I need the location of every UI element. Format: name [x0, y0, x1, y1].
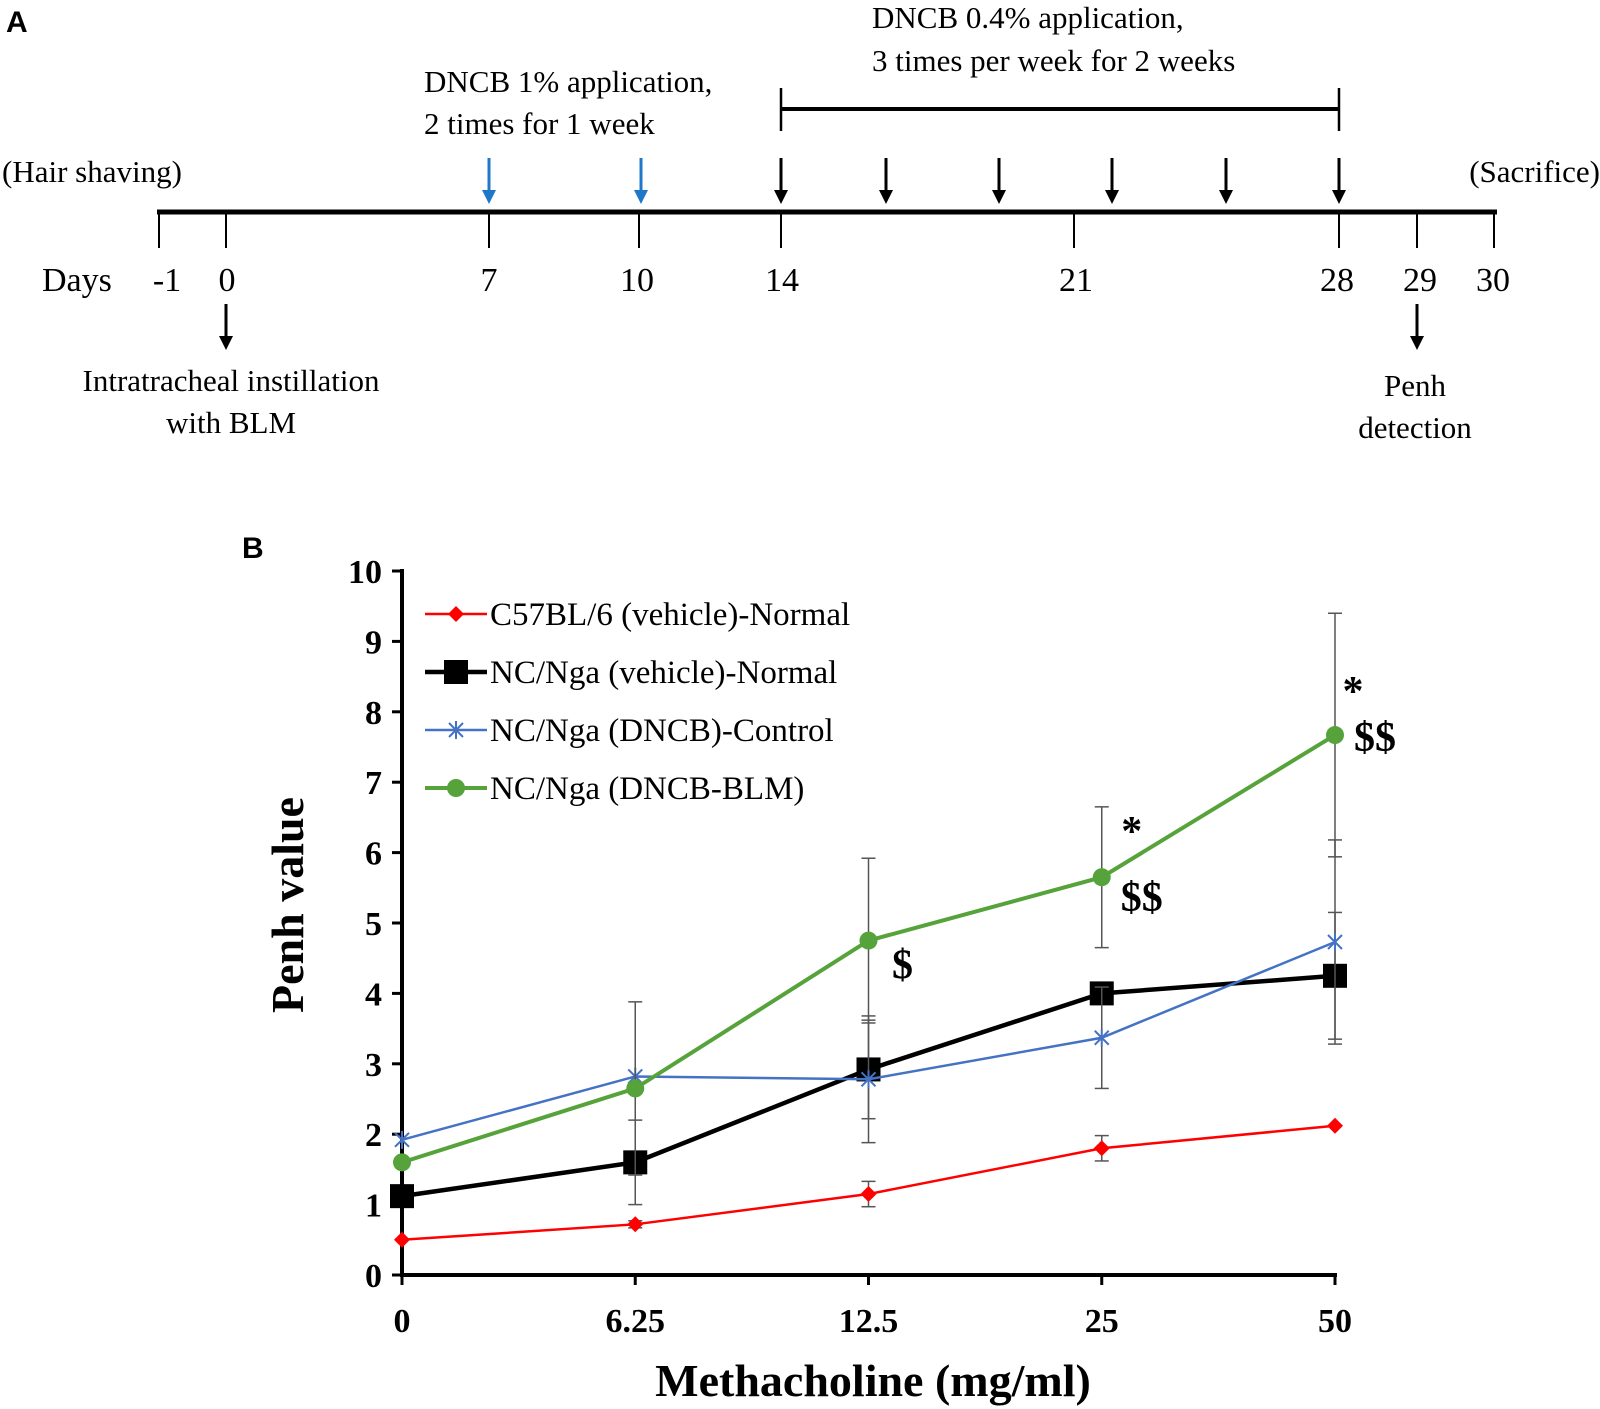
- x-tick-label: 25: [1085, 1303, 1119, 1340]
- legend-item: C57BL/6 (vehicle)-Normal: [425, 597, 850, 633]
- y-tick-label: 7: [365, 765, 382, 802]
- data-point: [390, 1184, 414, 1209]
- y-tick-label: 8: [365, 695, 382, 732]
- chart-series: [390, 612, 1347, 1248]
- day-label: -1: [153, 262, 181, 299]
- dncb-04pct-arrow: [1219, 158, 1233, 204]
- application-arrows: [219, 158, 1424, 350]
- x-tick-label: 0: [394, 1303, 411, 1340]
- x-tick-label: 6.25: [606, 1303, 666, 1340]
- day-ticks: [158, 212, 1495, 248]
- significance-annotation: *: [1121, 809, 1142, 855]
- y-tick-label: 4: [365, 976, 382, 1013]
- legend-swatch-marker: [448, 721, 464, 739]
- chart-axes: 0 1 2 3 4 5 6 7 8 9 10 0 6.25 12.5 25 50: [348, 554, 1352, 1340]
- y-tick-label: 2: [365, 1117, 382, 1154]
- legend-label: NC/Nga (DNCB)-Control: [490, 713, 834, 749]
- chart-legend: C57BL/6 (vehicle)-Normal NC/Nga (vehicle)…: [425, 597, 850, 807]
- day-label: 14: [765, 262, 799, 299]
- legend-item: NC/Nga (DNCB-BLM): [425, 771, 804, 807]
- dncb-1pct-arrow: [634, 158, 648, 204]
- data-point: [1326, 726, 1344, 745]
- data-point: [626, 1079, 645, 1098]
- dncb-04pct-label-line1: DNCB 0.4% application,: [872, 0, 1184, 35]
- hair-shaving-label: (Hair shaving): [2, 154, 182, 189]
- y-tick-label: 3: [365, 1047, 382, 1084]
- data-point: [1327, 933, 1343, 952]
- y-tick-label: 9: [365, 624, 382, 661]
- legend-swatch-marker: [444, 660, 468, 684]
- blm-label-line1: Intratracheal instillation: [83, 363, 380, 398]
- significance-annotation: *: [1343, 669, 1364, 715]
- y-tick-label: 6: [365, 836, 382, 873]
- legend-label: NC/Nga (DNCB-BLM): [490, 771, 804, 807]
- day-label: 30: [1476, 262, 1510, 299]
- data-point: [394, 1130, 410, 1149]
- dncb-1pct-label-line1: DNCB 1% application,: [424, 64, 712, 99]
- data-point: [859, 931, 878, 950]
- data-point: [627, 1216, 644, 1233]
- penh-detection-arrow: [1410, 304, 1424, 350]
- legend-label: NC/Nga (vehicle)-Normal: [490, 655, 837, 691]
- y-tick-label: 1: [365, 1188, 382, 1225]
- blm-label-line2: with BLM: [166, 405, 296, 440]
- significance-annotation: $$: [1121, 875, 1163, 921]
- day-label: 7: [481, 262, 498, 299]
- sacrifice-label: (Sacrifice): [1469, 154, 1600, 189]
- y-axis-title: Penh value: [262, 797, 313, 1013]
- x-axis-title: Methacholine (mg/ml): [655, 1355, 1091, 1406]
- panel-b-label: B: [242, 532, 264, 565]
- significance-annotation: $: [892, 943, 913, 989]
- panel-a-label: A: [6, 6, 28, 39]
- data-point: [860, 1186, 877, 1203]
- penh-label-line1: Penh: [1384, 368, 1447, 403]
- days-label: Days: [42, 262, 112, 299]
- dncb-04pct-arrow: [1332, 158, 1346, 204]
- dncb-04pct-arrow: [774, 158, 788, 204]
- y-tick-label: 10: [348, 554, 382, 591]
- dncb-04pct-arrow: [1105, 158, 1119, 204]
- y-tick-label: 0: [365, 1258, 382, 1295]
- legend-item: NC/Nga (vehicle)-Normal: [425, 655, 837, 691]
- legend-swatch-marker: [447, 779, 465, 797]
- dncb-1pct-label-line2: 2 times for 1 week: [424, 106, 655, 141]
- penh-label-line2: detection: [1358, 410, 1472, 445]
- series-1: [394, 1117, 1343, 1248]
- panel-b: B 0 1 2 3 4 5 6 7 8 9 10 0 6.25 12.5 25 50 C57BL/6 (veh…: [242, 532, 1396, 1406]
- dncb-04pct-arrow: [992, 158, 1006, 204]
- day-label: 29: [1403, 262, 1437, 299]
- day-label: 10: [620, 262, 654, 299]
- day-label: 21: [1059, 262, 1093, 299]
- data-point: [1327, 1117, 1343, 1134]
- data-point: [1092, 868, 1111, 887]
- day-label: 28: [1320, 262, 1354, 299]
- legend-item: NC/Nga (DNCB)-Control: [425, 713, 834, 749]
- day-label: 0: [219, 262, 236, 299]
- data-point: [860, 1070, 877, 1089]
- dncb-04pct-arrow: [879, 158, 893, 204]
- legend-label: C57BL/6 (vehicle)-Normal: [490, 597, 850, 633]
- series-4: [393, 612, 1344, 1176]
- y-tick-label: 5: [365, 906, 382, 943]
- legend-swatch-marker: [448, 606, 464, 622]
- data-point: [1093, 1140, 1110, 1157]
- panel-a: A (Hair shaving) (Sacrifice) DNCB 1% app…: [2, 0, 1600, 445]
- significance-annotation: $$: [1354, 715, 1396, 761]
- blm-instillation-arrow: [219, 304, 233, 350]
- chart-annotations: $*$$*$$: [892, 669, 1396, 989]
- x-tick-label: 50: [1318, 1303, 1352, 1340]
- data-point: [394, 1231, 410, 1248]
- dncb-04pct-label-line2: 3 times per week for 2 weeks: [872, 43, 1235, 78]
- x-tick-label: 12.5: [839, 1303, 899, 1340]
- data-point: [393, 1153, 411, 1172]
- dncb-1pct-arrow: [482, 158, 496, 204]
- data-point: [1094, 1028, 1110, 1047]
- day-labels: -1 0 7 10 14 21 28 29 30: [153, 262, 1510, 299]
